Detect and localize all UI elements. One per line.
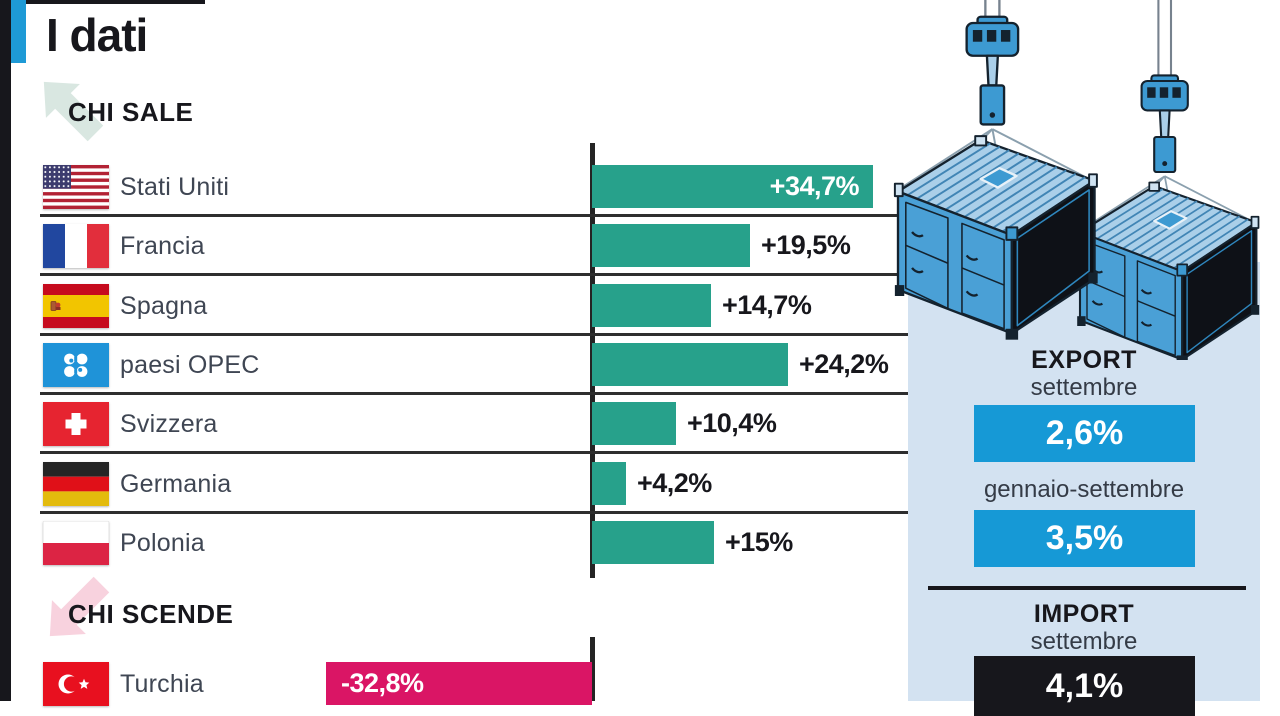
bar-value: +24,2% bbox=[799, 349, 889, 379]
row-divider bbox=[40, 451, 908, 454]
flag-germany-icon bbox=[43, 462, 109, 506]
row-divider bbox=[40, 214, 908, 217]
row-label: Germania bbox=[120, 470, 232, 498]
export-gennaio-settembre-value: 3,5% bbox=[974, 510, 1195, 567]
bar-value: +14,7% bbox=[722, 290, 812, 320]
flag-opec-icon bbox=[43, 343, 109, 387]
import-settembre-value: 4,1% bbox=[974, 656, 1195, 716]
flag-france-icon bbox=[43, 224, 109, 268]
flag-poland-icon bbox=[43, 521, 109, 565]
export-period-gennaio-settembre: gennaio-settembre bbox=[983, 476, 1185, 503]
section-heading-chi-sale: CHI SALE bbox=[68, 97, 194, 127]
table-row: Turchia -32,8% bbox=[0, 655, 1280, 706]
row-label: paesi OPEC bbox=[120, 351, 260, 379]
table-row: Stati Uniti +34,7% bbox=[0, 158, 1280, 217]
frame-top-line bbox=[0, 0, 205, 4]
row-divider bbox=[40, 392, 908, 395]
bar-turchia: -32,8% bbox=[326, 662, 592, 705]
bar-stati-uniti: +34,7% bbox=[592, 165, 873, 208]
export-settembre-value: 2,6% bbox=[974, 405, 1195, 462]
row-divider bbox=[40, 511, 908, 514]
flag-usa-icon bbox=[43, 165, 109, 209]
bar-polonia: +15% bbox=[592, 521, 793, 564]
bar-axis-down bbox=[590, 637, 595, 701]
bar-value: +4,2% bbox=[637, 468, 712, 498]
row-divider bbox=[40, 333, 908, 336]
flag-switzerland-icon bbox=[43, 402, 109, 446]
row-label: Spagna bbox=[120, 292, 208, 320]
import-period-settembre: settembre bbox=[1030, 628, 1138, 655]
row-label: Svizzera bbox=[120, 410, 218, 438]
row-label: Francia bbox=[120, 232, 205, 260]
title-accent-rect bbox=[11, 0, 26, 63]
panel-divider bbox=[928, 586, 1246, 590]
bar-spagna: +14,7% bbox=[592, 284, 812, 327]
bar-value: -32,8% bbox=[341, 668, 424, 698]
bar-paesi-opec: +24,2% bbox=[592, 343, 889, 386]
table-row: Germania +4,2% bbox=[0, 455, 1280, 514]
bar-value: +34,7% bbox=[769, 171, 860, 201]
row-label: Turchia bbox=[120, 670, 204, 698]
section-heading-chi-scende: CHI SCENDE bbox=[68, 599, 234, 629]
row-divider bbox=[40, 273, 908, 276]
flag-spain-icon bbox=[43, 284, 109, 328]
row-label: Polonia bbox=[120, 529, 205, 557]
row-label: Stati Uniti bbox=[120, 173, 230, 201]
import-title: IMPORT bbox=[1033, 600, 1135, 628]
table-row: Spagna +14,7% bbox=[0, 277, 1280, 336]
table-row: Polonia +15% bbox=[0, 514, 1280, 573]
page-title: I dati bbox=[46, 9, 148, 61]
export-period-settembre: settembre bbox=[1030, 374, 1138, 401]
bar-francia: +19,5% bbox=[592, 224, 851, 267]
bar-value: +19,5% bbox=[761, 230, 851, 260]
bar-value: +10,4% bbox=[687, 408, 777, 438]
flag-turkey-icon bbox=[43, 662, 109, 706]
bar-svizzera: +10,4% bbox=[592, 402, 777, 445]
bar-value: +15% bbox=[725, 527, 793, 557]
frame-left-strip bbox=[0, 0, 11, 701]
table-row: Svizzera +10,4% bbox=[0, 395, 1280, 454]
export-title: EXPORT bbox=[1031, 346, 1137, 374]
export-import-panel: EXPORT settembre 2,6% gennaio-settembre … bbox=[908, 262, 1260, 716]
table-row: Francia +19,5% bbox=[0, 217, 1280, 276]
bar-germania: +4,2% bbox=[592, 462, 712, 505]
table-row: paesi OPEC +24,2% bbox=[0, 336, 1280, 395]
